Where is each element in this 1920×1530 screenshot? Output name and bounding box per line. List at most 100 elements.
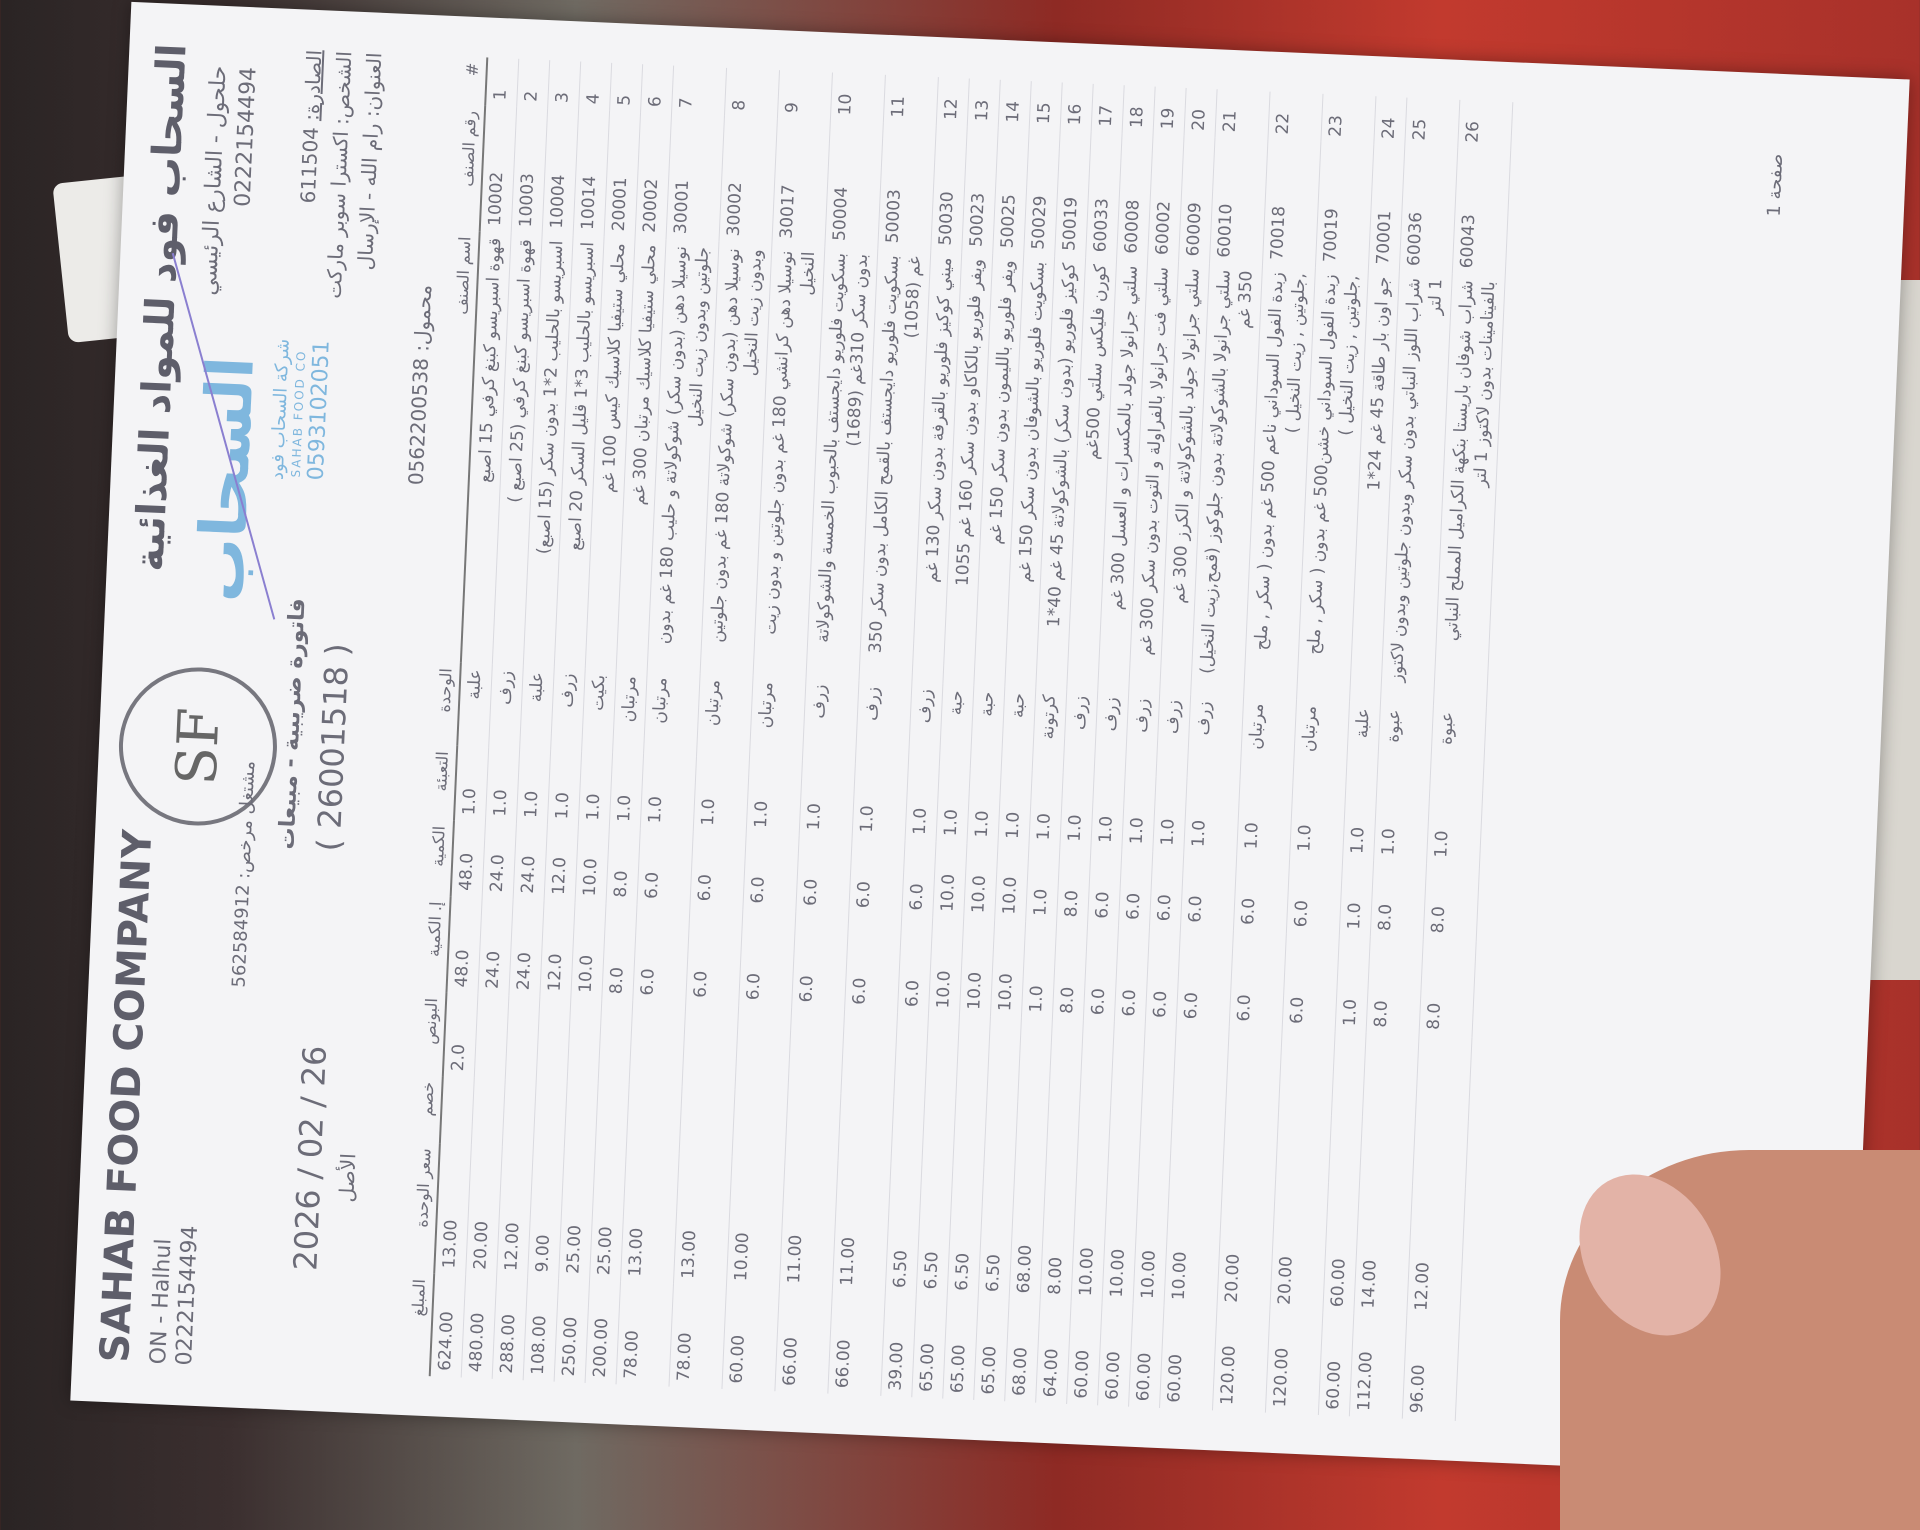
cell-total-quantity: 8.0 xyxy=(1052,922,1088,1021)
cell-bonus xyxy=(1225,1026,1283,1113)
column-header-pack: التعبئة xyxy=(426,744,458,821)
cell-item-code: 50004 xyxy=(824,120,884,249)
cell-bonus xyxy=(735,1005,792,1092)
cell-unit: علبة xyxy=(519,665,555,750)
cell-quantity: 6.0 xyxy=(901,840,937,918)
cell-unit: عبوة xyxy=(1429,705,1487,791)
cell-unit: عبوة xyxy=(1376,702,1434,789)
cell-total-quantity: 10.0 xyxy=(928,917,964,1016)
cell-amount: 200.00 xyxy=(585,1280,621,1385)
cell-item-code: 30017 xyxy=(771,118,831,247)
cell-quantity: 6.0 xyxy=(1180,852,1237,931)
cell-amount: 78.00 xyxy=(668,1284,727,1389)
cell-pack: 1.0 xyxy=(1236,780,1293,858)
cell-discount xyxy=(921,1097,956,1166)
cell-discount xyxy=(502,1079,537,1148)
company-phone-ar: 0222154494 xyxy=(230,66,262,208)
cell-bonus: 2.0 xyxy=(442,992,478,1078)
cell-discount xyxy=(1275,1112,1332,1182)
cell-bonus xyxy=(536,996,571,1082)
cell-number: 2 xyxy=(516,58,550,109)
cell-item-code: 60010 xyxy=(1209,137,1268,266)
cell-number: 12 xyxy=(936,77,970,127)
cell-bonus xyxy=(474,994,509,1080)
cell-discount xyxy=(595,1083,630,1152)
cell-discount xyxy=(1045,1102,1080,1171)
cell-pack: 1.0 xyxy=(1183,777,1240,855)
cell-discount xyxy=(1014,1101,1049,1170)
cell-quantity: 6.0 xyxy=(1149,851,1184,929)
cell-pack: 1.0 xyxy=(1059,772,1095,849)
cell-number: 15 xyxy=(1029,81,1063,131)
cell-unit: علبة xyxy=(1345,701,1381,787)
cell-amount: 120.00 xyxy=(1212,1307,1270,1413)
cell-unit-price: 12.00 xyxy=(1406,1185,1466,1319)
cell-number: 23 xyxy=(1320,93,1376,145)
cell-quantity: 8.0 xyxy=(606,827,641,905)
cell-quantity: 8.0 xyxy=(1423,862,1480,941)
cell-number: 6 xyxy=(640,64,674,114)
cell-discount xyxy=(838,1093,894,1163)
cell-total-quantity: 6.0 xyxy=(844,913,902,1013)
cell-number: 8 xyxy=(724,67,780,119)
cell-quantity: 10.0 xyxy=(575,825,610,903)
cell-number: 19 xyxy=(1153,86,1187,137)
cell-unit-price: 11.00 xyxy=(832,1160,891,1294)
cell-quantity: 10.0 xyxy=(994,844,1029,922)
cell-discount xyxy=(626,1084,683,1154)
cell-unit: مرتبان xyxy=(1239,696,1297,783)
cell-bonus xyxy=(505,995,540,1081)
cell-bonus xyxy=(1048,1019,1084,1105)
cell-unit: زرف xyxy=(855,680,912,766)
stamp-phone: 0593102051 xyxy=(303,339,335,481)
cell-number: 7 xyxy=(671,65,727,117)
cell-total-quantity: 1.0 xyxy=(1021,921,1057,1020)
cell-quantity: 6.0 xyxy=(848,837,906,916)
cell-quantity: 6.0 xyxy=(1286,857,1343,935)
company-phone-en: 0222154494 xyxy=(171,1225,204,1367)
cell-unit: كرتونة xyxy=(1032,687,1067,773)
cell-unit: علبة xyxy=(457,662,493,748)
cell-pack: 1.0 xyxy=(997,769,1033,846)
cell-pack: 1.0 xyxy=(936,766,971,843)
cell-unit: مرتبان xyxy=(696,673,754,759)
cell-quantity: 6.0 xyxy=(795,835,853,914)
cell-amount: 480.00 xyxy=(461,1275,497,1379)
cell-quantity: 48.0 xyxy=(450,820,486,898)
cell-discount xyxy=(439,1076,475,1145)
cell-unit-price: 20.00 xyxy=(1216,1177,1276,1311)
cell-discount xyxy=(1076,1104,1111,1173)
cell-total-quantity: 24.0 xyxy=(508,898,545,997)
cell-bonus xyxy=(1415,1035,1472,1122)
cell-amount: 68.00 xyxy=(1004,1298,1041,1403)
invoice-copy-label: الأصل xyxy=(334,1152,361,1203)
cell-bonus xyxy=(567,998,602,1084)
cell-quantity: 6.0 xyxy=(1118,849,1153,927)
cell-unit-price: 13.00 xyxy=(620,1151,680,1285)
cell-total-quantity: 10.0 xyxy=(990,919,1026,1018)
cell-amount: 108.00 xyxy=(523,1277,559,1382)
page-number: صفحة 1 xyxy=(1763,153,1788,218)
cell-unit: زرف xyxy=(550,666,586,752)
cell-quantity: 6.0 xyxy=(1087,848,1122,926)
cell-number: 18 xyxy=(1122,85,1156,135)
cell-amount: 96.00 xyxy=(1402,1316,1460,1421)
cell-total-quantity: 6.0 xyxy=(897,915,933,1014)
cell-quantity: 1.0 xyxy=(1025,845,1060,923)
cell-unit: زرف xyxy=(1125,691,1160,777)
cell-unit: زرف xyxy=(802,677,859,764)
cell-discount xyxy=(1138,1106,1173,1175)
cell-pack: 1.0 xyxy=(693,756,750,834)
cell-quantity: 24.0 xyxy=(482,821,517,899)
cell-total-quantity: 8.0 xyxy=(601,902,637,1001)
column-header-amount: المبلغ xyxy=(401,1272,435,1377)
cell-quantity: 8.0 xyxy=(1056,846,1091,924)
column-header-bonus: البونص xyxy=(414,991,447,1077)
cell-bonus xyxy=(1331,1031,1367,1117)
cell-pack: 1.0 xyxy=(453,745,489,822)
cell-total-quantity: 1.0 xyxy=(1335,934,1371,1033)
invoice-number: ( 26001518 ) xyxy=(309,642,357,853)
logo-text: SF xyxy=(163,706,233,787)
cell-discount xyxy=(785,1091,841,1161)
company-name-ar: السحاب فود للمواد الغذائية xyxy=(126,42,196,573)
